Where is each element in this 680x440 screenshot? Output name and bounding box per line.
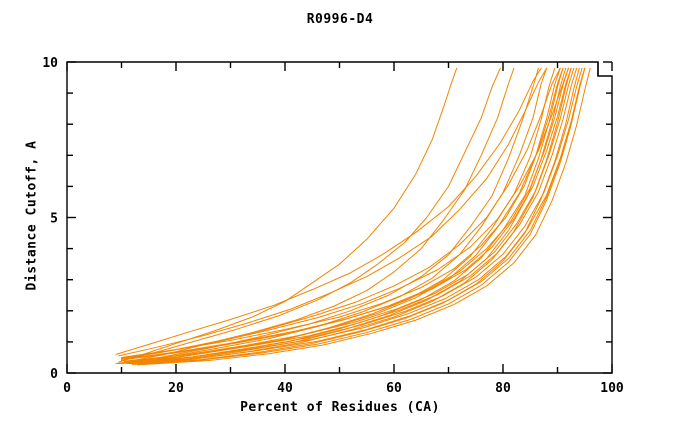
page-title: R0996-D4 [306,12,374,27]
curve-model-19 [121,67,569,361]
svg-text:0: 0 [63,381,71,396]
curve-model-25 [121,67,561,360]
svg-text:0: 0 [50,367,58,382]
curve-model-16 [121,67,569,359]
curve-model-22 [123,67,575,362]
curve-model-15 [118,67,548,357]
svg-text:80: 80 [495,381,511,396]
curve-model-18 [129,67,583,364]
svg-text:40: 40 [277,381,293,396]
tick-marks [66,61,613,374]
curve-model-14 [134,67,586,365]
svg-text:60: 60 [386,381,402,396]
curve-model-23 [126,67,586,364]
svg-text:5: 5 [50,212,58,227]
svg-text:20: 20 [168,381,184,396]
x-axis-label: Percent of Residues (CA) [240,400,440,415]
y-axis-label: Distance Cutoff, A [24,140,40,291]
data-curves [115,67,591,366]
svg-text:10: 10 [42,56,58,71]
curve-model-12 [123,67,572,360]
svg-text:100: 100 [600,381,624,396]
curve-model-24 [137,67,591,366]
curve-model-03 [123,67,515,363]
curve-model-11 [121,67,564,358]
curve-model-21 [115,67,542,355]
tick-labels: 0 20 40 60 80 100 0 5 10 [42,56,624,396]
curve-model-17 [126,67,578,363]
curve-model-10 [131,67,572,365]
curve-model-02 [121,67,501,362]
curve-model-09 [129,67,567,365]
curve-model-05 [118,67,548,365]
curve-model-07 [123,67,561,364]
